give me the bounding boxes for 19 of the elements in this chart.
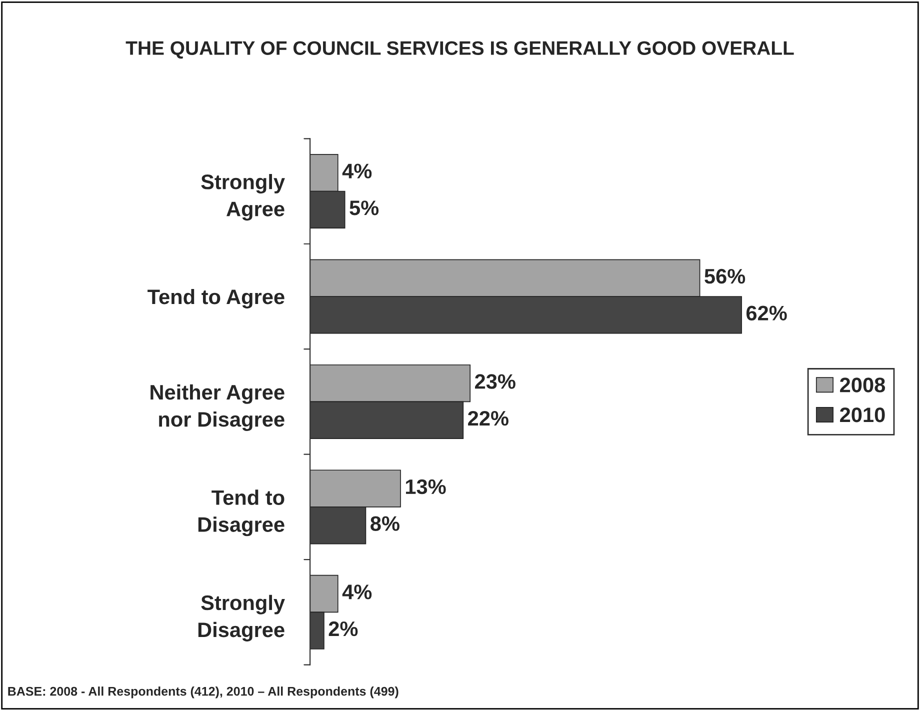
y-tick-label: Tend to Disagree (198, 490, 284, 536)
y-tick-label: Tend to Agree (148, 288, 284, 308)
data-label: 13% (406, 479, 446, 494)
data-label: 5% (350, 200, 379, 216)
data-label: 4% (342, 584, 372, 600)
data-label: 22% (468, 410, 508, 426)
legend-label: 2010 (840, 407, 885, 422)
text: BASE: 2008 - All Respondents (412), 2010 – All Respondents (499) (8, 686, 398, 698)
data-label: 23% (475, 374, 516, 389)
data-label: 8% (370, 516, 400, 531)
y-tick-label: Strongly Agree (201, 174, 285, 221)
data-label: 2% (328, 621, 358, 636)
chart-title: THE QUALITY OF COUNCIL SERVICES IS GENERALLY GOOD OVERALL (126, 41, 794, 59)
data-label: 62% (746, 306, 787, 320)
y-tick-label: Strongly Disagree (198, 594, 285, 642)
legend-label: 2008 (840, 378, 886, 392)
data-label: 56% (704, 268, 746, 284)
y-tick-label: Neither Agree nor Disagree (150, 384, 284, 431)
data-label: 4% (342, 164, 372, 178)
